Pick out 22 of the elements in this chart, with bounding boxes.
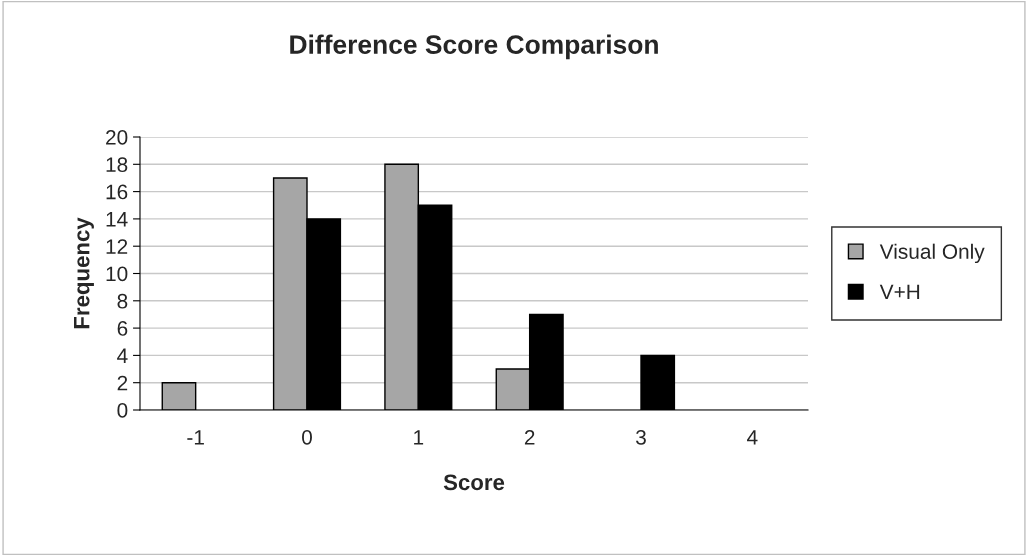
legend-label: V+H	[879, 284, 920, 300]
y-tick-label: 10	[106, 266, 128, 282]
y-tick-label: 6	[117, 321, 128, 336]
y-tick-label: 14	[106, 212, 128, 227]
x-tick-label: 4	[747, 430, 758, 445]
y-tick-label: 0	[117, 403, 128, 418]
x-tick-label: 2	[524, 429, 535, 445]
x-tick-label: -1	[187, 430, 204, 445]
y-tick-label: 4	[117, 348, 128, 363]
x-tick-label: 3	[636, 429, 646, 445]
y-tick-label: 12	[106, 239, 128, 254]
y-tick-label: 8	[117, 293, 128, 309]
x-tick-label: 0	[302, 429, 312, 445]
chart-title: Difference Score Comparison	[290, 34, 658, 60]
y-tick-label: 2	[117, 375, 128, 391]
x-axis-title: Score	[443, 474, 505, 491]
y-tick-label: 18	[106, 157, 128, 173]
x-tick-label: 1	[414, 430, 424, 445]
y-axis-title: Frequency	[74, 217, 94, 329]
y-tick-label: 16	[106, 184, 128, 200]
legend-label: Visual Only	[879, 243, 985, 264]
y-tick-label: 20	[106, 130, 128, 145]
